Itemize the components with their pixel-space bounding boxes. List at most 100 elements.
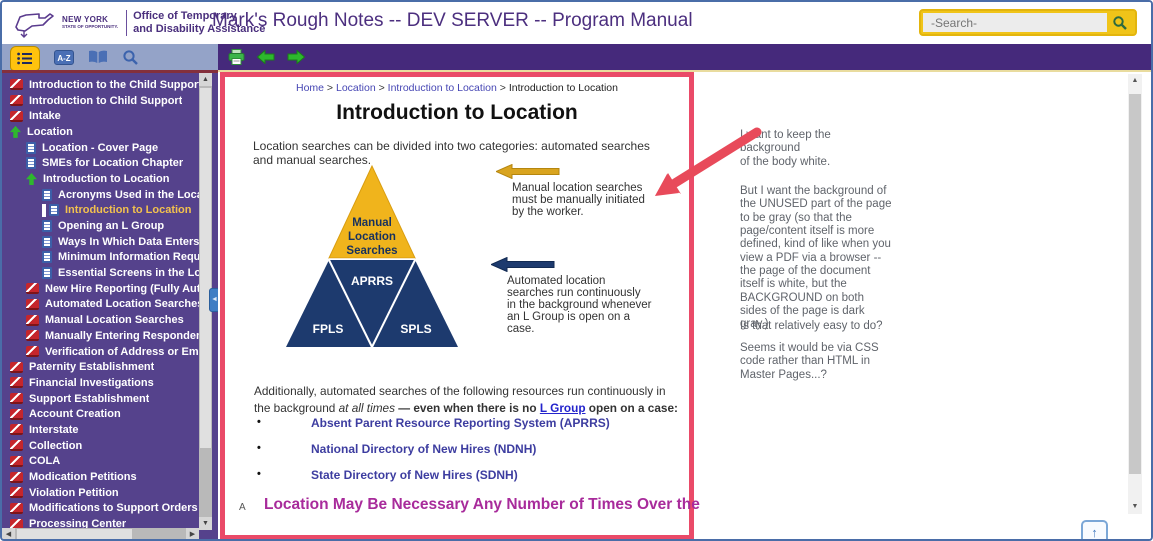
closed-book-icon — [10, 487, 23, 499]
closed-book-icon — [10, 424, 23, 436]
index-az-icon: A-Z — [54, 49, 74, 65]
scroll-left-button[interactable]: ◀ — [2, 528, 15, 539]
sidebar-tree-item[interactable]: Introduction to Location — [2, 203, 199, 219]
topic-page-icon — [42, 188, 52, 201]
automated-callout-text: Automated location searches run continuo… — [507, 275, 652, 335]
print-button[interactable] — [228, 45, 245, 69]
contents-tab-button[interactable] — [10, 45, 40, 71]
additional-paragraph: Additionally, automated searches of the … — [254, 384, 678, 416]
back-arrow-icon — [257, 50, 275, 64]
breadcrumb-link[interactable]: Home — [295, 82, 324, 94]
topic-page-icon — [42, 235, 52, 248]
back-button[interactable] — [257, 45, 275, 69]
sidebar-tree-item[interactable]: SMEs for Location Chapter — [2, 155, 199, 171]
toc-list-icon — [17, 52, 32, 64]
sidebar-tree-item[interactable]: Acronyms Used in the Location Chapter — [2, 187, 199, 203]
sidebar-tree-item[interactable]: Account Creation — [2, 406, 199, 422]
ny-state-outline-icon — [15, 13, 54, 38]
topic-page-icon — [26, 157, 36, 170]
content-region: Home > Location > Introduction to Locati… — [218, 70, 1151, 539]
closed-book-icon — [10, 79, 23, 91]
content-toolbar — [218, 44, 1151, 70]
sidebar-tree-item[interactable]: Verification of Address or Employment — [2, 344, 199, 360]
sidebar-tree-item[interactable]: Modifications to Support Orders — [2, 501, 199, 517]
margin-note: Seems it would be via CSS code rather th… — [740, 342, 879, 381]
automated-callout-arrow-icon — [491, 257, 555, 272]
topic-page-icon — [26, 141, 36, 154]
scroll-right-button[interactable]: ▶ — [186, 528, 199, 539]
sidebar-search-tab-button[interactable] — [122, 45, 139, 69]
sidebar-tree: Introduction to the Child Support Progra… — [2, 77, 199, 539]
svg-text:Manual: Manual — [352, 217, 392, 229]
sidebar-tree-item[interactable]: Ways In Which Data Enters Case Recor — [2, 234, 199, 250]
topic-page-icon — [42, 251, 52, 264]
scrollbar-thumb[interactable] — [1129, 94, 1141, 474]
sidebar-tree-item[interactable]: Essential Screens in the Location Proce — [2, 265, 199, 281]
sidebar-tree-item[interactable]: Introduction to Child Support — [2, 93, 199, 109]
sidebar-tree-item[interactable]: Introduction to the Child Support Progra… — [2, 77, 199, 93]
breadcrumb-link[interactable]: Introduction to Location — [387, 82, 497, 94]
svg-text:Location: Location — [348, 231, 396, 243]
topic-page-icon — [49, 204, 59, 217]
sidebar-tree-item[interactable]: Minimum Information Required to Locate — [2, 250, 199, 266]
scroll-up-button[interactable]: ▲ — [199, 73, 212, 86]
sidebar-tree-item[interactable]: Interstate — [2, 422, 199, 438]
sidebar-tree-item[interactable]: Collection — [2, 438, 199, 454]
sidebar-tree-item[interactable]: Manual Location Searches — [2, 312, 199, 328]
bullet-item: • Absent Parent Resource Reporting Syste… — [257, 416, 610, 430]
search-tab-icon — [123, 49, 138, 65]
topic-page-icon — [42, 220, 52, 233]
manual-callout-arrow-icon — [496, 164, 560, 179]
closed-book-icon — [26, 283, 39, 295]
sidebar-tree-item[interactable]: Automated Location Searches — [2, 297, 199, 313]
sidebar-vertical-scrollbar[interactable]: ▲ ▼ — [199, 73, 212, 530]
sidebar-tree-item[interactable]: Manually Entering Respondent Address or … — [2, 328, 199, 344]
scroll-down-button[interactable]: ▼ — [199, 517, 212, 530]
topic-title: Introduction to Location — [336, 101, 578, 124]
magnifier-icon — [1113, 15, 1127, 30]
breadcrumb-current: Introduction to Location — [508, 82, 618, 94]
sidebar-tree-item[interactable]: Location - Cover Page — [2, 140, 199, 156]
sidebar-tree-item[interactable]: COLA — [2, 454, 199, 470]
sidebar-tree-item[interactable]: Modication Petitions — [2, 469, 199, 485]
sidebar-tree-item[interactable]: Financial Investigations — [2, 375, 199, 391]
l-group-link[interactable]: L Group — [539, 401, 586, 416]
closed-book-icon — [10, 502, 23, 514]
header: NEW YORK STATE OF OPPORTUNITY. Office of… — [2, 2, 1151, 44]
closed-book-icon — [10, 393, 23, 405]
bullet-item: • State Directory of New Hires (SDNH) — [257, 468, 518, 482]
index-tab-button[interactable]: A-Z — [54, 45, 74, 69]
search-input[interactable] — [923, 13, 1107, 32]
sidebar-tree-item[interactable]: Opening an L Group — [2, 218, 199, 234]
search-button[interactable] — [1107, 13, 1133, 32]
sidebar-tree-item[interactable]: Intake — [2, 108, 199, 124]
sidebar-tree-item[interactable]: Support Establishment — [2, 391, 199, 407]
closed-book-icon — [26, 330, 39, 342]
closed-book-icon — [10, 110, 23, 122]
open-chapter-arrow-icon — [26, 172, 37, 185]
nys-otda-logo: NEW YORK STATE OF OPPORTUNITY. Office of… — [12, 6, 265, 40]
bullet-dot: • — [257, 416, 261, 428]
scrollbar-thumb[interactable] — [200, 88, 211, 448]
content-vertical-scrollbar[interactable]: ▲ ▼ — [1128, 74, 1142, 514]
sidebar-tree-item[interactable]: Location — [2, 124, 199, 140]
sidebar-tree-item[interactable]: Paternity Establishment — [2, 359, 199, 375]
scroll-to-top-button[interactable]: ↑ — [1081, 520, 1108, 539]
toolbar-row: A-Z — [2, 44, 1151, 71]
sidebar-tree-item[interactable]: Violation Petition — [2, 485, 199, 501]
forward-button[interactable] — [287, 45, 305, 69]
breadcrumb: Home > Location > Introduction to Locati… — [295, 82, 618, 94]
scrollbar-thumb[interactable] — [17, 529, 132, 539]
intro-paragraph: Location searches can be divided into tw… — [253, 139, 650, 167]
sidebar-tree-item[interactable]: Introduction to Location — [2, 171, 199, 187]
manual-callout-text: Manual location searches must be manuall… — [512, 182, 645, 218]
sidebar-horizontal-scrollbar[interactable]: ◀ ▶ — [2, 528, 199, 539]
scroll-up-button[interactable]: ▲ — [1128, 74, 1142, 88]
breadcrumb-link[interactable]: Location — [335, 82, 376, 94]
svg-text:Searches: Searches — [346, 245, 397, 257]
sidebar-tree-item[interactable]: New Hire Reporting (Fully Automated) — [2, 281, 199, 297]
scroll-down-button[interactable]: ▼ — [1128, 500, 1142, 514]
logo-divider — [126, 10, 128, 36]
glossary-tab-button[interactable] — [88, 45, 108, 69]
